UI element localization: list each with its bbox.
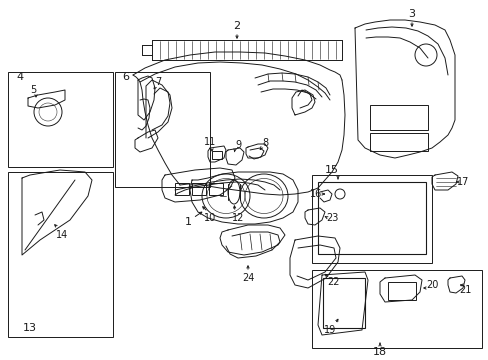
Bar (8, 72, 113, 167)
Text: 22: 22 (327, 277, 340, 287)
Text: 20: 20 (425, 280, 437, 290)
Text: 2: 2 (233, 21, 240, 31)
Bar (387, 282, 415, 300)
Text: 6: 6 (122, 72, 129, 82)
Bar (115, 72, 209, 187)
Text: 1: 1 (184, 217, 191, 227)
Text: 23: 23 (325, 213, 338, 223)
Bar (175, 183, 189, 195)
Text: 3: 3 (407, 9, 415, 19)
Text: 11: 11 (203, 137, 216, 147)
Bar (323, 278, 364, 328)
Text: 8: 8 (262, 138, 267, 148)
Text: 15: 15 (325, 165, 338, 175)
Text: 18: 18 (372, 347, 386, 357)
Bar (8, 172, 113, 337)
Text: 19: 19 (323, 325, 335, 335)
Text: 16: 16 (309, 189, 322, 199)
Bar (192, 183, 205, 195)
Text: 4: 4 (17, 72, 23, 82)
Bar (317, 182, 425, 254)
Text: 14: 14 (56, 230, 68, 240)
Bar (212, 151, 222, 159)
Text: 7: 7 (155, 77, 161, 87)
Text: 13: 13 (23, 323, 37, 333)
Text: 9: 9 (234, 140, 241, 150)
Text: 17: 17 (456, 177, 468, 187)
Bar (208, 183, 223, 195)
Text: 5: 5 (30, 85, 36, 95)
Text: 24: 24 (242, 273, 254, 283)
Text: 12: 12 (231, 213, 244, 223)
Text: 10: 10 (203, 213, 216, 223)
Bar (369, 133, 427, 151)
Bar (311, 175, 431, 263)
Text: 21: 21 (458, 285, 470, 295)
Bar (369, 105, 427, 130)
Bar (311, 270, 481, 348)
